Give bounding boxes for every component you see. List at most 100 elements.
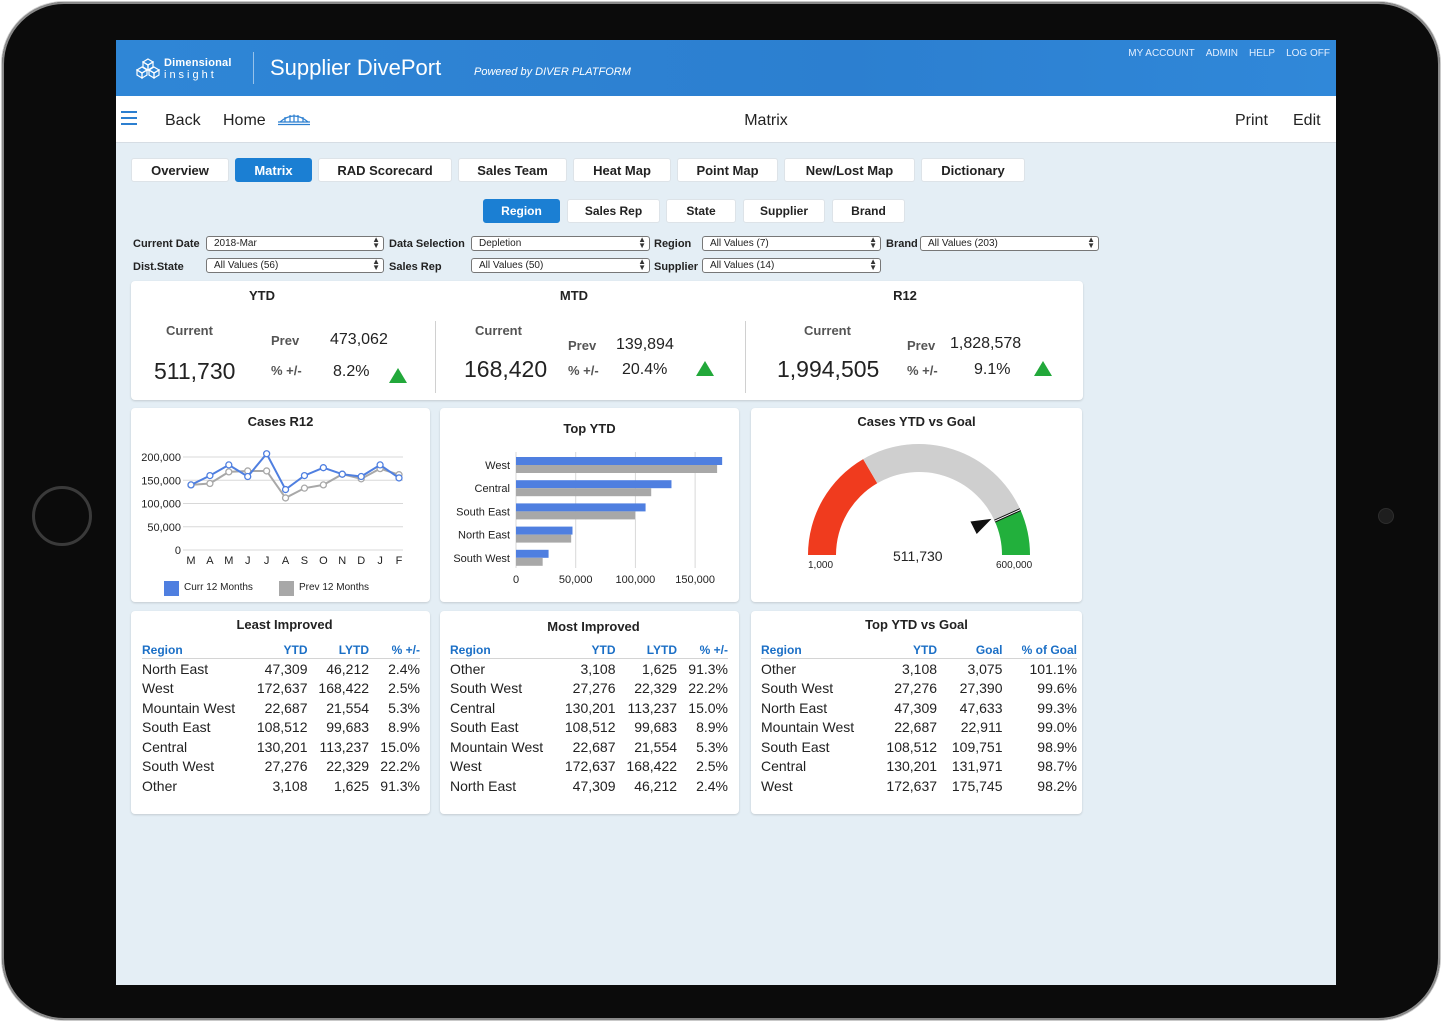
table-row[interactable]: North East 47,309 46,212 2.4% <box>450 776 728 796</box>
mtd-current-label: Current <box>475 323 522 338</box>
table-cell: 99.0% <box>1037 719 1077 736</box>
menu-icon[interactable] <box>121 111 137 125</box>
table-row[interactable]: Central 130,201 131,971 98.7% <box>761 757 1077 777</box>
tab-heat-map[interactable]: Heat Map <box>573 158 671 182</box>
y-tick-label: 50,000 <box>147 522 181 534</box>
bar-ytd <box>516 549 549 558</box>
current-date-value: 2018-Mar <box>214 238 257 249</box>
region-select[interactable]: All Values (7) ▲ ▼ <box>702 236 881 251</box>
bar-ytd <box>516 526 573 535</box>
tab-rad-scorecard[interactable]: RAD Scorecard <box>318 158 452 182</box>
table-row[interactable]: South West 27,276 27,390 99.6% <box>761 679 1077 699</box>
x-tick-label: M <box>186 555 195 567</box>
subtab-state[interactable]: State <box>666 199 736 223</box>
table-row[interactable]: Other 3,108 1,625 91.3% <box>142 776 420 796</box>
tab-matrix[interactable]: Matrix <box>235 158 312 182</box>
app-title: Supplier DivePort <box>270 55 442 80</box>
sales-rep-select[interactable]: All Values (50) ▲ ▼ <box>471 258 650 273</box>
table-row[interactable]: South West 27,276 22,329 22.2% <box>142 757 420 777</box>
bar-lytd <box>516 557 543 566</box>
column-header[interactable]: % +/- <box>369 641 420 659</box>
table-row[interactable]: South East 108,512 99,683 8.9% <box>450 718 728 738</box>
print-button[interactable]: Print <box>1235 112 1268 129</box>
table-cell: 91.3% <box>688 660 728 677</box>
x-tick-label: J <box>245 555 251 567</box>
log-off-link[interactable]: LOG OFF <box>1286 48 1330 59</box>
table-cell: 8.9% <box>696 719 728 736</box>
tab-new-lost-map[interactable]: New/Lost Map <box>784 158 915 182</box>
table-cell: 47,633 <box>959 699 1003 716</box>
help-link[interactable]: HELP <box>1248 48 1276 59</box>
subtab-sales-rep[interactable]: Sales Rep <box>567 199 660 223</box>
column-header[interactable]: Region <box>450 641 557 659</box>
company-logo[interactable]: Dimensional insight <box>136 56 236 82</box>
tab-overview[interactable]: Overview <box>131 158 229 182</box>
table-row[interactable]: West 172,637 175,745 98.2% <box>761 776 1077 796</box>
current-date-select[interactable]: 2018-Mar ▲ ▼ <box>206 236 384 251</box>
table-row[interactable]: South East 108,512 99,683 8.9% <box>142 718 420 738</box>
column-header[interactable]: YTD <box>556 641 616 659</box>
subtab-region[interactable]: Region <box>483 199 560 223</box>
table-cell: 3,108 <box>272 777 308 794</box>
mtd-pct-label: % +/- <box>568 363 599 378</box>
r12-up-arrow-icon <box>1034 361 1052 376</box>
column-header[interactable]: % of Goal <box>1002 641 1077 659</box>
table-row[interactable]: North East 47,309 46,212 2.4% <box>142 659 420 679</box>
tab-sales-team[interactable]: Sales Team <box>458 158 567 182</box>
data-selection-select[interactable]: Depletion ▲ ▼ <box>471 236 650 251</box>
table-row[interactable]: West 172,637 168,422 2.5% <box>142 679 420 699</box>
column-header[interactable]: Region <box>142 641 249 659</box>
table-row[interactable]: Other 3,108 1,625 91.3% <box>450 659 728 679</box>
bridge-icon[interactable] <box>277 112 311 126</box>
logo-text-line2: insight <box>164 69 217 81</box>
table-row[interactable]: Central 130,201 113,237 15.0% <box>142 737 420 757</box>
column-header[interactable]: Goal <box>937 641 1003 659</box>
supplier-select[interactable]: All Values (14) ▲ ▼ <box>702 258 881 273</box>
table-cell: North East <box>761 699 828 716</box>
column-header[interactable]: YTD <box>873 641 938 659</box>
back-button[interactable]: Back <box>165 112 201 129</box>
column-header[interactable]: YTD <box>248 641 308 659</box>
tablet-home-button[interactable] <box>32 486 92 546</box>
table-row[interactable]: Other 3,108 3,075 101.1% <box>761 659 1077 679</box>
ytd-prev-value: 473,062 <box>330 331 388 348</box>
column-header[interactable]: LYTD <box>307 641 370 659</box>
table-cell: 3,108 <box>901 660 938 677</box>
data-point <box>225 461 233 469</box>
mtd-current-value: 168,420 <box>464 356 548 382</box>
table-row[interactable]: Mountain West 22,687 21,554 5.3% <box>142 698 420 718</box>
table-row[interactable]: Central 130,201 113,237 15.0% <box>450 698 728 718</box>
column-header[interactable]: LYTD <box>615 641 678 659</box>
data-point <box>300 471 309 480</box>
powered-by-text: Powered by DIVER PLATFORM <box>474 66 631 78</box>
data-point <box>281 485 290 494</box>
brand-select[interactable]: All Values (203) ▲ ▼ <box>920 236 1099 251</box>
table-row[interactable]: South West 27,276 22,329 22.2% <box>450 679 728 699</box>
table-row[interactable]: South East 108,512 109,751 98.9% <box>761 737 1077 757</box>
subtab-brand[interactable]: Brand <box>832 199 905 223</box>
bar-lytd <box>516 511 636 520</box>
dist-state-select[interactable]: All Values (56) ▲ ▼ <box>206 258 384 273</box>
column-header[interactable]: % +/- <box>677 641 728 659</box>
column-header[interactable]: Region <box>761 641 874 659</box>
table-cell: 130,201 <box>256 738 308 755</box>
table-row[interactable]: West 172,637 168,422 2.5% <box>450 757 728 777</box>
table-cell: 15.0% <box>688 699 728 716</box>
subtab-supplier[interactable]: Supplier <box>743 199 825 223</box>
legend-prev-swatch <box>279 581 294 596</box>
table-cell: 99,683 <box>634 719 678 736</box>
tab-dictionary[interactable]: Dictionary <box>921 158 1025 182</box>
table-header-row: Region YTD LYTD% +/- <box>142 641 420 659</box>
admin-link[interactable]: ADMIN <box>1205 48 1238 59</box>
table-cell: Central <box>142 738 188 755</box>
table-row[interactable]: North East 47,309 47,633 99.3% <box>761 698 1077 718</box>
home-button[interactable]: Home <box>223 112 266 129</box>
table-row[interactable]: Mountain West 22,687 22,911 99.0% <box>761 718 1077 738</box>
tab-point-map[interactable]: Point Map <box>677 158 778 182</box>
table-cell: 108,512 <box>886 738 938 755</box>
data-point <box>187 481 195 489</box>
my-account-link[interactable]: MY ACCOUNT <box>1128 48 1195 59</box>
table-row[interactable]: Mountain West 22,687 21,554 5.3% <box>450 737 728 757</box>
data-point <box>262 450 271 458</box>
edit-button[interactable]: Edit <box>1293 112 1321 129</box>
